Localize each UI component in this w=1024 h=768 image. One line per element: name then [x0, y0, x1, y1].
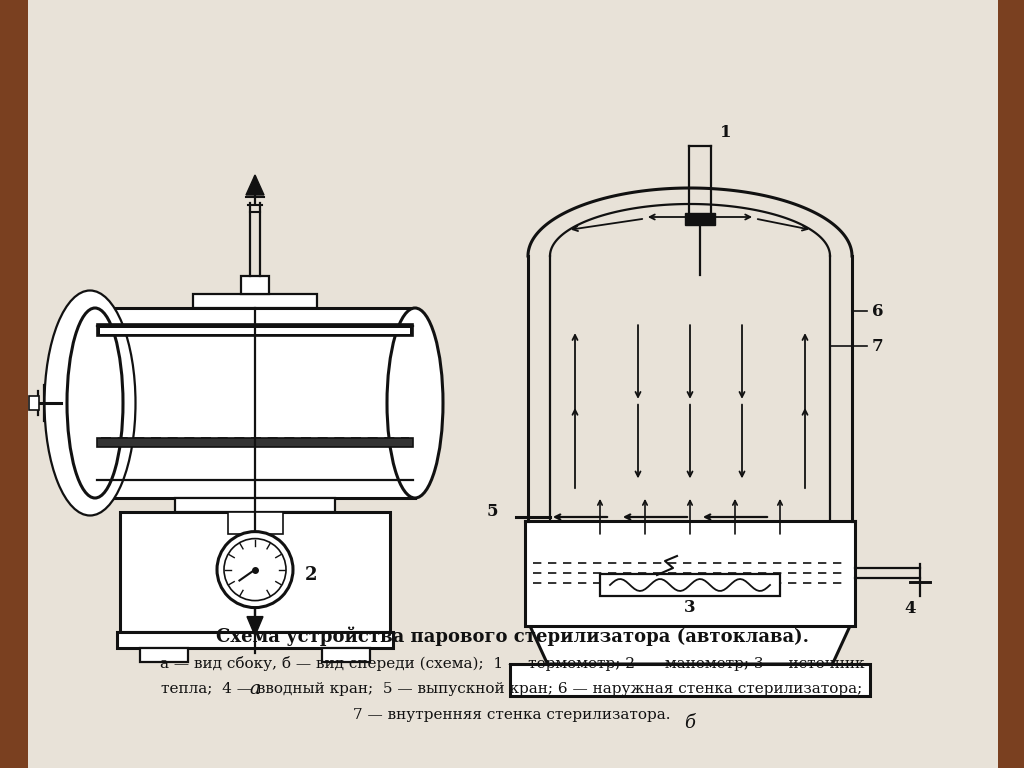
Text: Схема устройства парового стерилизатора (автоклава).: Схема устройства парового стерилизатора …: [215, 626, 809, 645]
Ellipse shape: [387, 308, 443, 498]
Bar: [117, 632, 393, 648]
Bar: [241, 276, 269, 294]
Text: 6: 6: [872, 303, 884, 319]
Text: 5: 5: [486, 504, 498, 521]
Bar: [685, 214, 715, 225]
Text: 7: 7: [872, 337, 884, 355]
Bar: [525, 521, 855, 626]
Bar: [193, 294, 317, 308]
Text: 3: 3: [684, 599, 696, 616]
Bar: [97, 324, 413, 336]
Bar: [227, 512, 283, 534]
Bar: [510, 664, 870, 696]
Bar: [100, 328, 410, 334]
Bar: [322, 648, 370, 662]
Bar: [175, 498, 335, 512]
Text: 4: 4: [904, 600, 915, 617]
Text: б: б: [684, 714, 695, 732]
Ellipse shape: [67, 308, 123, 498]
Polygon shape: [246, 175, 264, 195]
Text: а — вид сбоку, б — вид спереди (схема);  1 — термометр; 2 —  манометр; 3 — источ: а — вид сбоку, б — вид спереди (схема); …: [160, 656, 864, 671]
Circle shape: [224, 538, 286, 601]
Text: 1: 1: [720, 124, 731, 141]
Text: 2: 2: [305, 565, 317, 584]
Bar: [140, 648, 188, 662]
Polygon shape: [247, 617, 263, 636]
Ellipse shape: [44, 290, 135, 515]
Bar: [95, 308, 415, 498]
Bar: [600, 574, 780, 596]
Text: а: а: [250, 680, 260, 698]
Text: тепла;  4 — вводный кран;  5 — выпускной кран; 6 — наружная стенка стерилизатора: тепла; 4 — вводный кран; 5 — выпускной к…: [162, 682, 862, 696]
Bar: [29, 396, 39, 410]
Text: 7 — внутренняя стенка стерилизатора.: 7 — внутренняя стенка стерилизатора.: [353, 708, 671, 722]
Polygon shape: [530, 626, 850, 664]
Bar: [120, 512, 390, 632]
Circle shape: [217, 531, 293, 607]
Bar: [97, 438, 413, 447]
